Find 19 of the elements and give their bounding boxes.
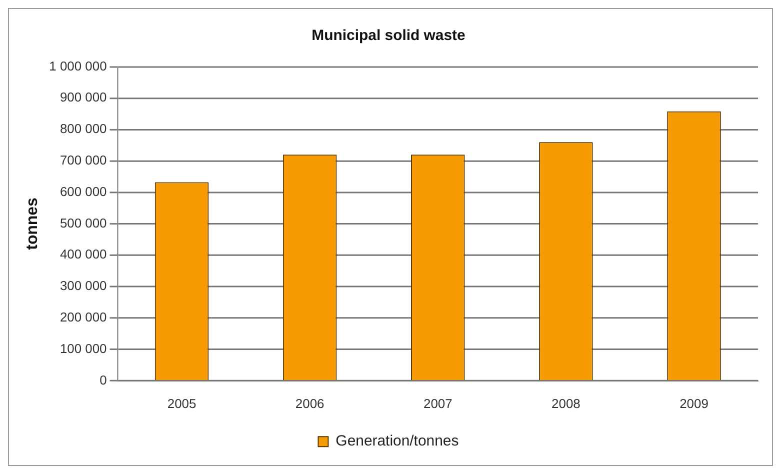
legend-label: Generation/tonnes: [336, 432, 459, 450]
x-tick-label: 2007: [423, 396, 452, 412]
y-tick-label: 600 000: [60, 184, 107, 199]
y-tick-label: 800 000: [60, 121, 107, 136]
y-tick-label: 0: [100, 372, 107, 388]
y-tick-label: 400 000: [60, 246, 107, 262]
y-tick-label: 100 000: [60, 340, 107, 356]
chart-title: Municipal solid waste: [312, 27, 466, 44]
y-tick-label: 500 000: [60, 215, 107, 230]
y-tick-label: 300 000: [60, 278, 107, 294]
y-tick-label: 700 000: [60, 152, 107, 168]
y-tick-label: 900 000: [60, 90, 107, 105]
y-axis-title: tonnes: [24, 198, 41, 250]
x-tick-label: 2009: [680, 396, 708, 412]
x-tick-label: 2008: [552, 396, 580, 412]
y-tick-label: 1 000 000: [49, 58, 107, 74]
y-tick-label: 200 000: [60, 310, 107, 325]
x-tick-label: 2006: [295, 396, 324, 412]
x-tick-label: 2005: [167, 396, 196, 412]
